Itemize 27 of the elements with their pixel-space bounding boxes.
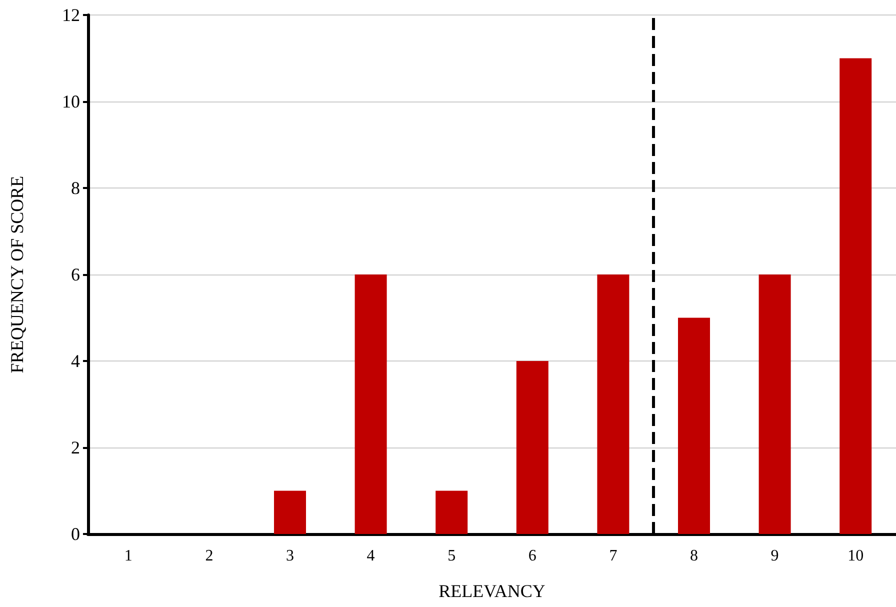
bar (758, 274, 791, 534)
y-tick-label: 6 (71, 264, 80, 284)
bar (678, 318, 710, 534)
bar (436, 490, 468, 534)
y-tick-label: 12 (62, 5, 80, 25)
x-tick-label: 3 (286, 548, 294, 564)
bar (840, 58, 872, 534)
y-tick-label: 10 (62, 92, 80, 112)
bar (597, 274, 630, 534)
bar (274, 490, 306, 534)
x-tick-label: 9 (770, 548, 779, 564)
x-tick-label: 2 (205, 548, 214, 564)
x-tick-label: 5 (448, 548, 456, 564)
x-tick-label: 10 (848, 548, 864, 564)
y-tick-label: 2 (71, 438, 80, 458)
bar (516, 361, 548, 534)
y-tick-label: 8 (71, 178, 80, 198)
x-tick-label: 1 (124, 548, 132, 564)
x-tick-label: 7 (609, 548, 618, 564)
x-tick-label: 8 (690, 548, 698, 564)
x-tick-label: 6 (528, 548, 536, 564)
y-axis-title: FREQUENCY OF SCORE (7, 176, 27, 374)
y-tick-label: 4 (71, 351, 80, 371)
y-tick-label: 0 (71, 524, 80, 544)
x-axis-title: RELEVANCY (438, 581, 546, 601)
bar (354, 274, 387, 534)
x-tick-label: 4 (366, 548, 375, 564)
